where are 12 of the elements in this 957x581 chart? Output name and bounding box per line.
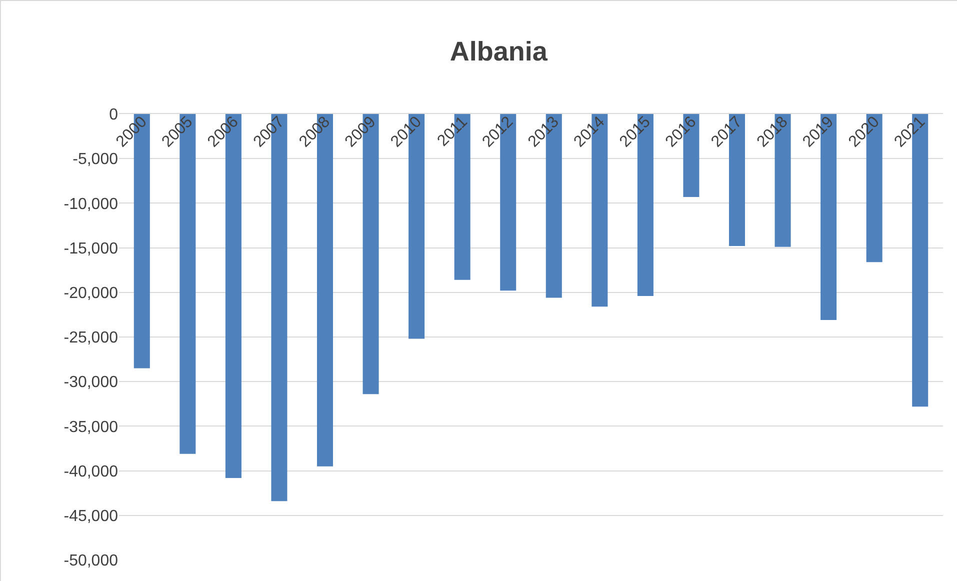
y-tick-label: -20,000 [64, 285, 118, 302]
y-tick-label: -45,000 [64, 508, 118, 525]
y-tick-label: -30,000 [64, 374, 118, 392]
y-tick-label: 0 [109, 106, 118, 124]
y-tick-label: -25,000 [64, 330, 118, 347]
y-tick-label: -10,000 [64, 196, 118, 213]
chart-title: Albania [450, 36, 548, 67]
y-tick-label: -50,000 [64, 552, 118, 570]
y-tick-label: -40,000 [64, 463, 118, 480]
y-tick-label: -5,000 [72, 151, 118, 168]
y-tick-label: -15,000 [64, 240, 118, 258]
y-tick-label: -35,000 [64, 418, 118, 436]
